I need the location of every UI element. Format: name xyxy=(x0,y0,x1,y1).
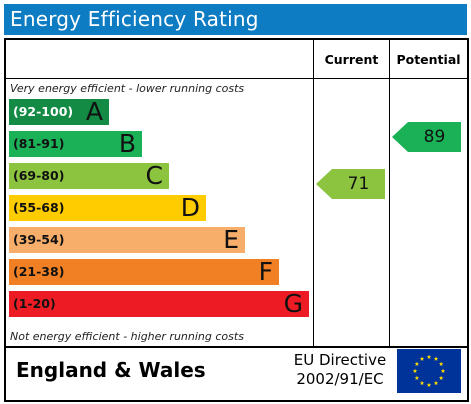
band-range: (21-38) xyxy=(13,264,65,279)
band-range: (39-54) xyxy=(13,232,65,247)
footer-rule xyxy=(6,346,467,348)
eu-star xyxy=(433,380,439,386)
country-label: England & Wales xyxy=(16,358,206,382)
band-range: (81-91) xyxy=(13,136,65,151)
band-b: (81-91) B xyxy=(9,129,142,158)
divider-potential xyxy=(389,40,390,348)
directive-line-2: 2002/91/EC xyxy=(296,370,384,388)
band-g: (1-20) G xyxy=(9,289,309,318)
band-range: (69-80) xyxy=(13,168,65,183)
eu-star xyxy=(438,375,444,380)
page-title: Energy Efficiency Rating xyxy=(10,7,259,31)
eu-star xyxy=(412,368,418,373)
efficient-note: Very energy efficient - lower running co… xyxy=(10,82,245,95)
header-rule xyxy=(6,78,467,79)
eu-star xyxy=(419,356,425,361)
potential-arrow-shape xyxy=(392,122,461,152)
directive-line-1: EU Directive xyxy=(293,351,387,369)
eu-star xyxy=(414,375,420,380)
potential-rating-value: 89 xyxy=(423,127,446,147)
band-e: (39-54) E xyxy=(9,225,245,254)
eu-star xyxy=(438,361,444,366)
current-rating-value: 71 xyxy=(347,174,370,194)
eu-star xyxy=(419,380,425,386)
band-letter: D xyxy=(180,193,200,222)
band-letter: C xyxy=(145,161,163,190)
band-range: (55-68) xyxy=(13,200,65,215)
band-letter: F xyxy=(258,257,273,286)
eu-star xyxy=(426,354,432,359)
inefficient-note: Not energy efficient - higher running co… xyxy=(10,330,244,343)
divider-current xyxy=(313,40,314,348)
rating-frame: Current Potential Very energy efficient … xyxy=(4,38,469,402)
eu-star xyxy=(440,368,446,373)
potential-rating-arrow: 89 xyxy=(392,122,461,152)
band-letter: A xyxy=(85,97,103,126)
title-bar: Energy Efficiency Rating xyxy=(4,4,467,35)
potential-header: Potential xyxy=(396,51,461,67)
band-c: (69-80) C xyxy=(9,161,169,190)
eu-star xyxy=(414,361,420,366)
eu-flag-icon xyxy=(397,349,461,393)
band-f: (21-38) F xyxy=(9,257,279,286)
eu-directive: EU Directive 2002/91/EC xyxy=(288,351,392,389)
band-letter: B xyxy=(118,129,136,158)
eu-star xyxy=(433,356,439,361)
band-letter: G xyxy=(283,289,303,318)
current-rating-arrow: 71 xyxy=(316,169,385,199)
current-arrow-shape xyxy=(316,169,385,199)
eu-flag-stars xyxy=(412,354,446,387)
band-letter: E xyxy=(223,225,239,254)
band-range: (92-100) xyxy=(13,104,74,119)
band-a: (92-100) A xyxy=(9,97,109,126)
band-d: (55-68) D xyxy=(9,193,206,222)
band-range: (1-20) xyxy=(13,296,56,311)
eu-star xyxy=(426,382,432,387)
current-header: Current xyxy=(324,51,379,67)
